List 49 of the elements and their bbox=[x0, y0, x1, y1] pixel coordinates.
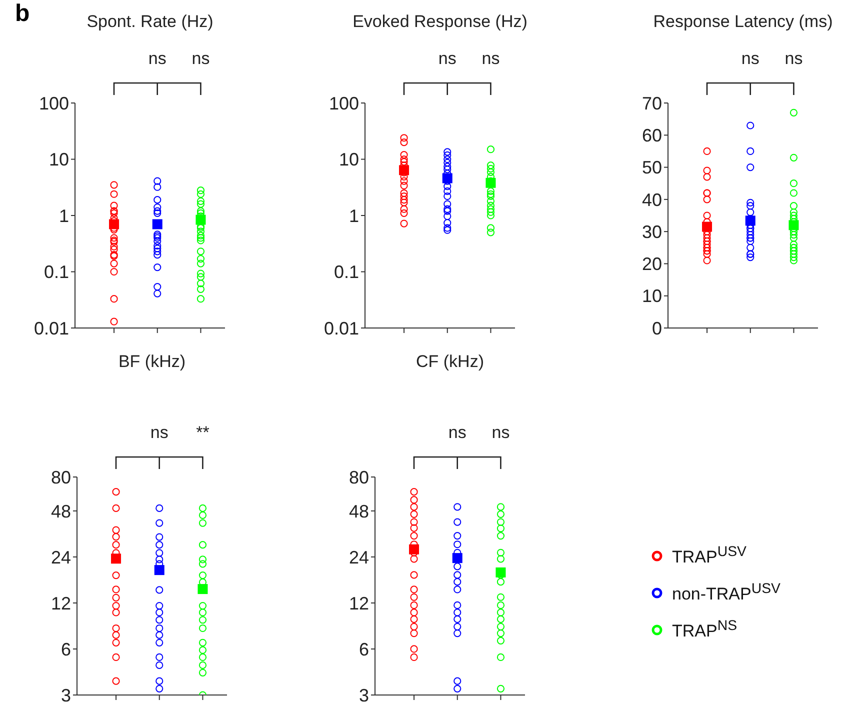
y-tick-label: 12 bbox=[50, 593, 71, 614]
y-tick-label: 48 bbox=[50, 501, 71, 522]
chart-title: BF (kHz) bbox=[117, 352, 187, 372]
legend-label: TRAP$^{USV}$ bbox=[672, 544, 746, 568]
legend-label: non-TRAP$^{USV}$ bbox=[672, 580, 780, 604]
text: ns bbox=[490, 423, 511, 443]
y-tick-label: 70 bbox=[642, 93, 662, 114]
y-tick-label: 0 bbox=[652, 318, 662, 338]
chart-title: Response Latency (ms) bbox=[652, 12, 834, 32]
y-tick-label: 1 bbox=[58, 206, 69, 226]
y-tick-label: 80 bbox=[348, 467, 369, 488]
chart-title: CF (kHz) bbox=[415, 352, 485, 372]
y-tick-label: 40 bbox=[642, 190, 662, 210]
y-tick-label: 60 bbox=[642, 126, 662, 146]
y-tick-label: 1 bbox=[348, 206, 359, 226]
y-tick-label: 10 bbox=[48, 150, 69, 170]
y-tick-label: 0.1 bbox=[334, 262, 359, 282]
y-tick-label: 80 bbox=[50, 467, 71, 488]
text: ns bbox=[437, 49, 458, 69]
text: ** bbox=[195, 423, 210, 443]
y-tick-label: 6 bbox=[60, 639, 71, 660]
y-tick-label: 0.1 bbox=[44, 262, 69, 282]
text: ns bbox=[147, 49, 168, 69]
text: ns bbox=[740, 49, 760, 69]
text: ns bbox=[149, 423, 170, 443]
text: ns bbox=[447, 423, 468, 443]
text: ns bbox=[784, 49, 804, 69]
y-tick-label: 100 bbox=[38, 93, 69, 114]
y-tick-label: 3 bbox=[60, 685, 71, 706]
y-tick-label: 24 bbox=[50, 547, 71, 568]
y-tick-label: 6 bbox=[358, 639, 369, 660]
y-tick-label: 100 bbox=[328, 93, 359, 114]
y-tick-label: 48 bbox=[348, 501, 369, 522]
y-tick-label: 3 bbox=[358, 685, 369, 706]
legend-label: TRAP$^{NS}$ bbox=[672, 618, 738, 642]
y-tick-label: 10 bbox=[642, 286, 662, 306]
text: ns bbox=[190, 49, 211, 69]
y-tick-label: 0.01 bbox=[324, 318, 359, 338]
y-tick-label: 0.01 bbox=[34, 318, 69, 338]
text: b bbox=[15, 0, 30, 28]
chart-title: Spont. Rate (Hz) bbox=[86, 12, 214, 32]
y-tick-label: 50 bbox=[642, 158, 662, 178]
y-tick-label: 12 bbox=[348, 593, 369, 614]
y-tick-label: 30 bbox=[642, 222, 662, 242]
y-tick-label: 20 bbox=[642, 254, 662, 274]
chart-title: Evoked Response (Hz) bbox=[352, 12, 528, 32]
y-tick-label: 10 bbox=[338, 150, 359, 170]
text: ns bbox=[480, 49, 501, 69]
y-tick-label: 24 bbox=[348, 547, 369, 568]
